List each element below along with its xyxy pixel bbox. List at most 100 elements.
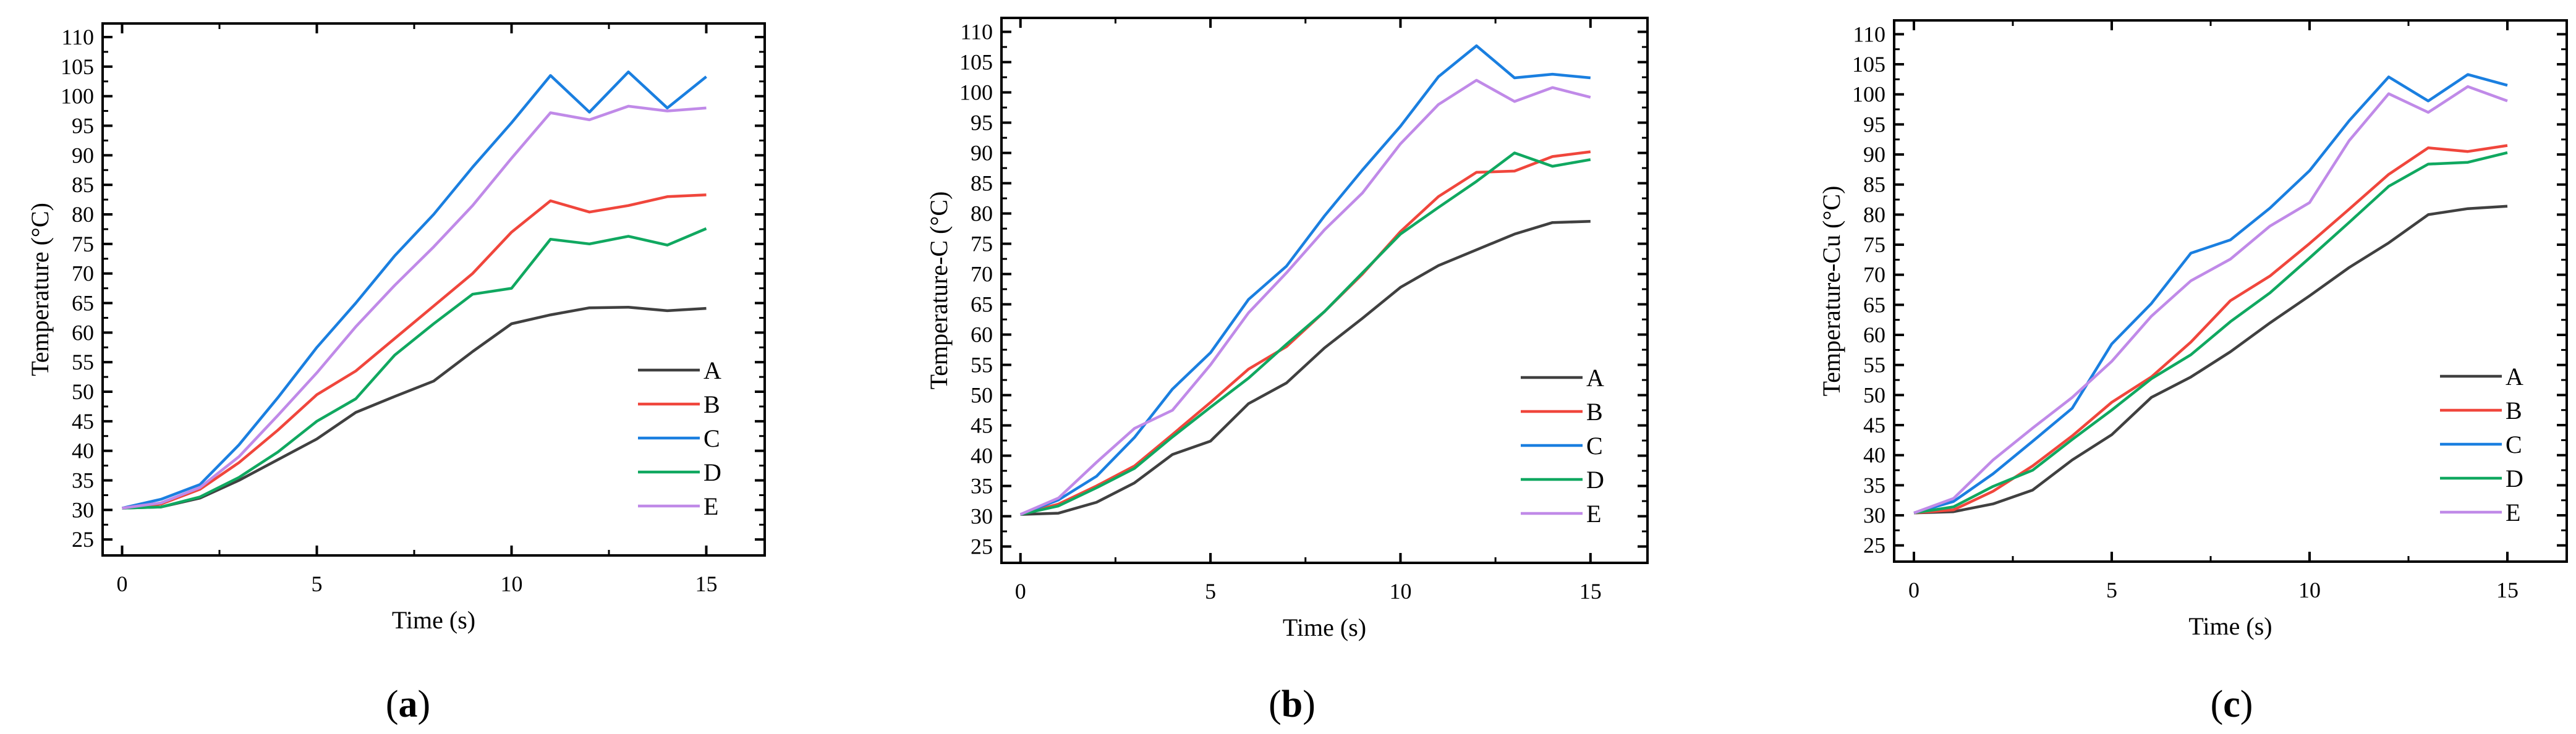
x-tick-label: 10 [1389, 579, 1411, 604]
y-tick-label: 55 [1863, 353, 1885, 378]
series-line-B [122, 193, 707, 510]
series-line-C [1913, 73, 2508, 515]
series-line-A [122, 305, 707, 510]
legend-label: E [704, 492, 718, 520]
y-tick-label: 25 [971, 534, 993, 559]
legend-label: A [2506, 363, 2523, 390]
y-tick-label: 40 [72, 439, 94, 463]
plot-frame [1893, 19, 2568, 563]
caption-letter: c [2223, 683, 2240, 725]
series-line-B [1913, 144, 2508, 515]
y-tick-label: 105 [959, 50, 993, 75]
caption-paren: ) [1303, 683, 1316, 725]
y-tick-label: 70 [72, 261, 94, 286]
chart-panel-b: 0 5 10 15 25 30 35 40 45 50 55 60 65 70 75 80 85 90 95 100 1… [925, 17, 1649, 725]
y-tick-label: 80 [1863, 202, 1885, 227]
legend-label: B [704, 390, 720, 418]
y-tick-label: 110 [1853, 22, 1885, 46]
y-tick-label: 75 [971, 232, 993, 256]
y-tick-label: 70 [1863, 263, 1885, 287]
x-tick-label: 0 [117, 572, 128, 596]
legend-label: C [2506, 431, 2522, 458]
legend-label: E [2506, 499, 2520, 526]
caption-paren: ( [2211, 683, 2224, 725]
legend-label: E [1586, 500, 1601, 528]
y-axis-label: Temperature-C (°C) [925, 192, 953, 390]
y-tick-label: 45 [1863, 413, 1885, 437]
legend-label: A [1586, 364, 1604, 392]
y-tick-label: 55 [72, 350, 94, 374]
series-line-B [1020, 150, 1591, 516]
y-axis-label: Temperature-Cu (°C) [1817, 186, 1845, 397]
series-line-A [1913, 205, 2508, 515]
y-tick-label: 75 [1863, 232, 1885, 257]
y-tick-label: 50 [72, 379, 94, 404]
y-tick-label: 110 [61, 25, 94, 49]
y-tick-label: 30 [1863, 503, 1885, 528]
legend-label: C [1586, 432, 1603, 460]
x-tick-label: 0 [1015, 579, 1026, 604]
x-tick-label: 15 [1579, 579, 1602, 604]
y-tick-label: 100 [959, 80, 993, 105]
y-tick-label: 30 [72, 497, 94, 522]
y-tick-label: 50 [971, 383, 993, 408]
y-tick-label: 60 [971, 323, 993, 347]
legend-label: B [2506, 397, 2522, 424]
y-tick-label: 55 [971, 353, 993, 378]
y-tick-label: 70 [971, 262, 993, 287]
y-tick-label: 110 [960, 20, 993, 44]
x-axis-label: Time (s) [1283, 614, 1366, 641]
panel-caption: (c) [2211, 683, 2253, 725]
y-tick-label: 65 [971, 292, 993, 317]
y-tick-label: 100 [61, 84, 94, 109]
y-tick-label: 40 [971, 444, 993, 468]
y-tick-label: 45 [971, 413, 993, 438]
y-tick-label: 35 [1863, 473, 1885, 497]
series-line-E [1019, 78, 1591, 516]
panel-caption: (a) [386, 683, 430, 725]
series-line-D [1020, 151, 1591, 516]
y-tick-label: 60 [1863, 323, 1885, 347]
legend-label: D [2506, 465, 2523, 492]
series-line-C [1019, 44, 1591, 516]
caption-paren: ( [1269, 683, 1282, 725]
y-tick-label: 35 [971, 474, 993, 499]
y-tick-label: 25 [1863, 533, 1885, 558]
legend-label: D [1586, 466, 1604, 494]
y-tick-label: 65 [72, 291, 94, 316]
x-tick-label: 5 [2106, 578, 2117, 602]
y-tick-label: 65 [1863, 292, 1885, 317]
series-line-A [1020, 220, 1591, 516]
legend-label: D [704, 458, 721, 486]
caption-paren: ) [2240, 683, 2253, 725]
series-line-D [1913, 151, 2508, 515]
y-tick-label: 85 [1863, 172, 1885, 197]
y-tick-label: 95 [1863, 112, 1885, 137]
caption-paren: ) [418, 683, 431, 725]
x-tick-label: 15 [695, 572, 718, 596]
y-tick-label: 100 [1852, 82, 1885, 107]
y-tick-label: 95 [72, 114, 94, 138]
y-tick-label: 95 [971, 111, 993, 135]
caption-letter: a [399, 683, 418, 725]
y-tick-label: 80 [971, 201, 993, 226]
y-axis-label: Temperature (°C) [26, 203, 54, 376]
legend-label: A [704, 356, 721, 384]
y-tick-label: 40 [1863, 443, 1885, 468]
y-tick-label: 45 [72, 409, 94, 434]
y-tick-label: 60 [72, 320, 94, 345]
series-line-D [122, 227, 707, 510]
chart-panel-c: 0 5 10 15 25 30 35 40 45 50 55 60 65 70 75 80 85 90 95 100 1… [1817, 19, 2568, 725]
series-line-E [122, 104, 707, 510]
legend-label: C [704, 424, 720, 452]
y-tick-label: 90 [971, 141, 993, 166]
plot-frame [101, 22, 766, 557]
y-tick-label: 90 [72, 143, 94, 167]
y-tick-label: 35 [72, 468, 94, 493]
x-tick-label: 5 [312, 572, 323, 596]
caption-paren: ( [386, 683, 399, 725]
y-tick-label: 80 [72, 202, 94, 227]
x-tick-label: 10 [2298, 578, 2321, 602]
series-line-E [1913, 85, 2508, 515]
legend-label: B [1586, 398, 1603, 426]
